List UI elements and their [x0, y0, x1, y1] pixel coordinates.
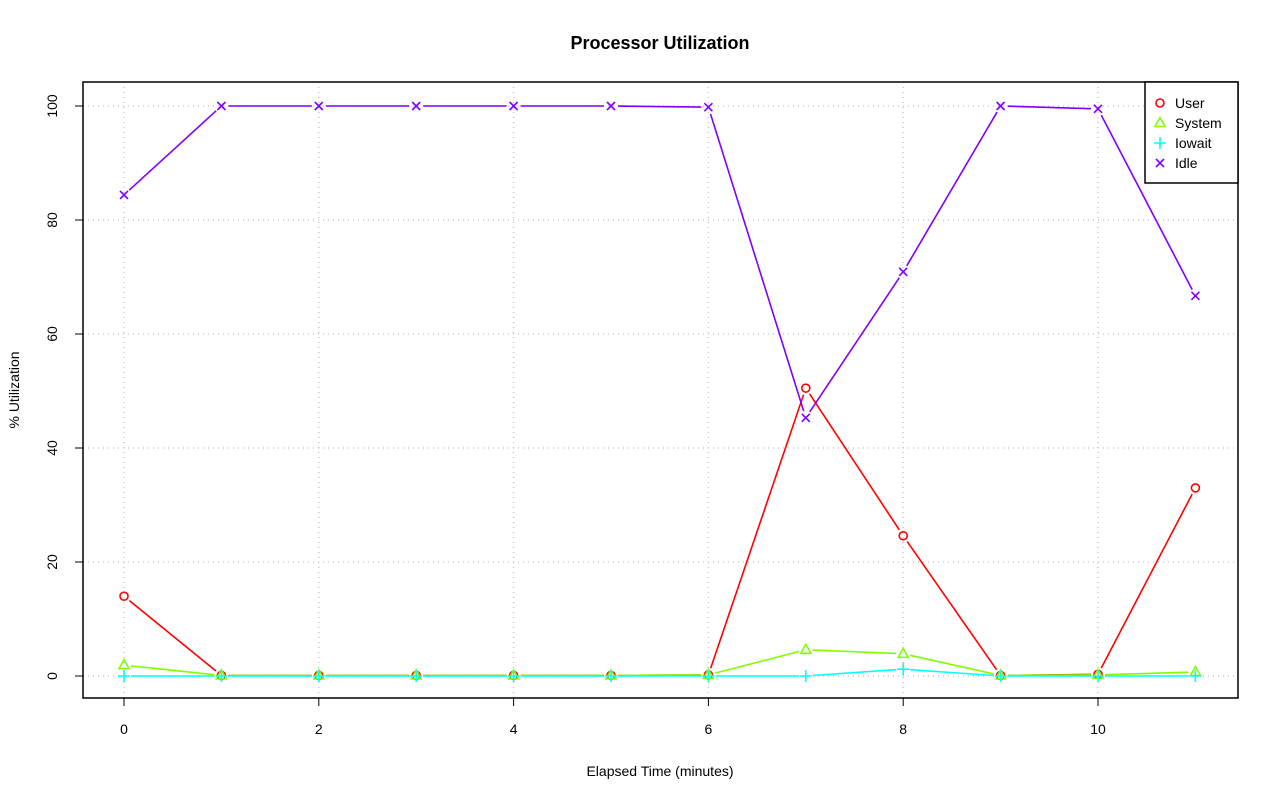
user-point: [802, 384, 810, 392]
series-system: [119, 644, 1200, 679]
user-line-segment: [907, 542, 996, 670]
x-tick-label: 0: [120, 721, 128, 737]
user-line-segment: [711, 395, 804, 668]
idle-line-segment: [129, 111, 216, 190]
legend-iowait-label: Iowait: [1175, 135, 1212, 151]
user-point: [1191, 484, 1199, 492]
series-user: [120, 384, 1199, 679]
system-line-segment: [131, 666, 214, 675]
iowait-point: [118, 670, 130, 682]
idle-point: [899, 268, 907, 276]
iowait-point: [1189, 670, 1201, 682]
system-line-segment: [1105, 672, 1188, 674]
iowait-point: [313, 670, 325, 682]
iowait-point: [508, 670, 520, 682]
system-point: [801, 644, 811, 653]
idle-line-segment: [907, 112, 997, 266]
legend-user-label: User: [1175, 95, 1205, 111]
x-axis-label: Elapsed Time (minutes): [586, 763, 733, 779]
iowait-point: [800, 670, 812, 682]
x-tick-label: 8: [899, 721, 907, 737]
legend: User System Iowait Idle: [1145, 82, 1238, 183]
idle-line-segment: [810, 278, 900, 412]
x-tick-label: 10: [1090, 721, 1106, 737]
idle-point: [802, 414, 810, 422]
iowait-point: [702, 670, 714, 682]
user-point: [120, 592, 128, 600]
legend-idle-label: Idle: [1175, 155, 1198, 171]
user-line-segment: [810, 394, 900, 530]
y-tick-label: 0: [44, 672, 60, 680]
legend-system-label: System: [1175, 115, 1222, 131]
iowait-point: [995, 670, 1007, 682]
user-line-segment: [1101, 494, 1192, 668]
iowait-point: [605, 670, 617, 682]
plot-frame: [83, 82, 1238, 698]
y-tick-label: 60: [44, 326, 60, 342]
y-tick-label: 20: [44, 554, 60, 570]
x-tick-label: 6: [705, 721, 713, 737]
system-line-segment: [715, 652, 799, 674]
user-line-segment: [129, 601, 216, 671]
iowait-point: [215, 670, 227, 682]
idle-line-segment: [618, 106, 701, 107]
idle-line-segment: [710, 114, 803, 411]
iowait-point: [1092, 670, 1104, 682]
x-tick-label: 2: [315, 721, 323, 737]
idle-point: [1191, 292, 1199, 300]
iowait-line-segment: [813, 670, 896, 676]
series-idle: [120, 102, 1199, 422]
idle-point: [704, 103, 712, 111]
y-tick-label: 40: [44, 440, 60, 456]
chart-title: Processor Utilization: [570, 33, 749, 53]
iowait-point: [897, 663, 909, 675]
y-tick-label: 100: [44, 94, 60, 118]
idle-point: [315, 102, 323, 110]
series-iowait: [118, 663, 1201, 682]
iowait-point: [410, 670, 422, 682]
idle-point: [510, 102, 518, 110]
y-axis-label: % Utilization: [6, 351, 22, 428]
x-tick-label: 4: [510, 721, 518, 737]
system-line-segment: [813, 650, 896, 653]
y-tick-label: 80: [44, 212, 60, 228]
